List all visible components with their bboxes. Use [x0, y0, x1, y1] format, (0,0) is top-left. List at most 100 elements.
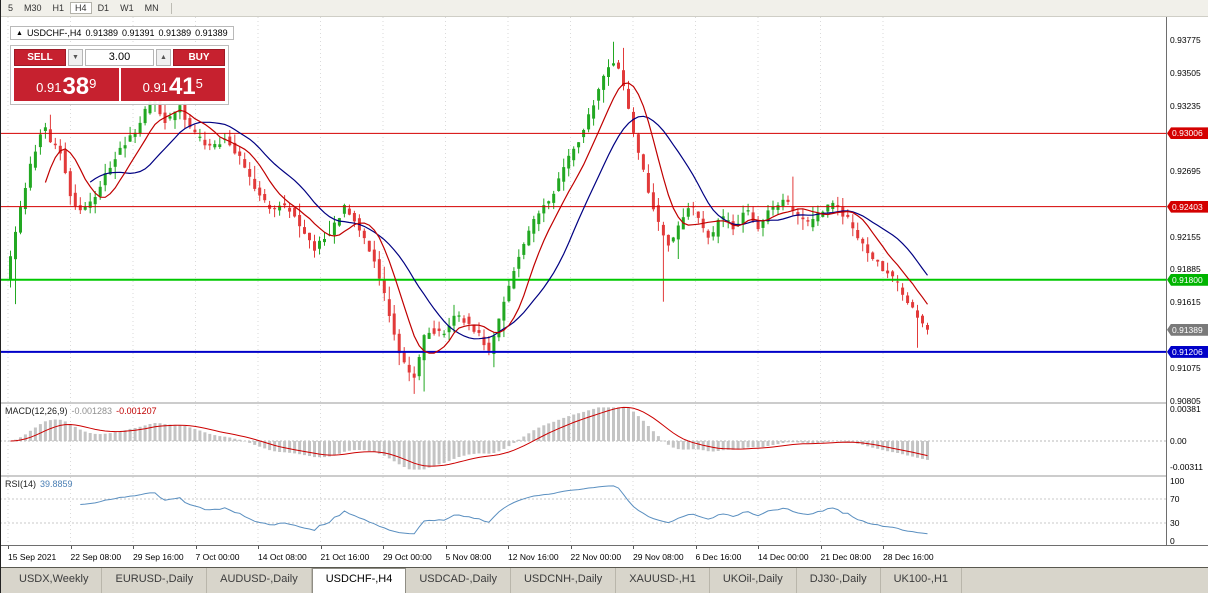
- window-left-border: [0, 0, 1, 593]
- one-click-trading-panel: SELL ▼ 3.00 ▲ BUY 0.91 38 9 0.91 41 5: [10, 45, 229, 105]
- chart-title: ▲ USDCHF-,H4 0.91389 0.91391 0.91389 0.9…: [10, 26, 234, 40]
- time-label: 7 Oct 00:00: [195, 552, 240, 562]
- ohlc-low: 0.91389: [158, 28, 192, 38]
- time-label: 14 Dec 00:00: [758, 552, 809, 562]
- timeframe-button-mn[interactable]: MN: [144, 3, 159, 13]
- ma-fast-line: [44, 82, 928, 354]
- time-label: 14 Oct 08:00: [258, 552, 307, 562]
- timeframe-button-5[interactable]: 5: [8, 3, 14, 13]
- timeframe-button-d1[interactable]: D1: [97, 3, 110, 13]
- time-tick: [133, 546, 134, 549]
- resistance-level-badge-2: 0.92403: [1167, 200, 1208, 213]
- price-axis-label: 0.93775: [1170, 35, 1201, 45]
- chart-tab-xauusd-h1[interactable]: XAUUSD-,H1: [616, 568, 710, 593]
- macd-histogram: [9, 407, 929, 470]
- rsi-axis-label: 100: [1170, 476, 1185, 486]
- time-tick: [508, 546, 509, 549]
- support-level-badge: 0.91800: [1167, 273, 1208, 286]
- price-axis-label: 0.91615: [1170, 297, 1201, 308]
- time-tick: [633, 546, 634, 549]
- time-tick: [445, 546, 447, 549]
- price-axis-label: 0.91075: [1170, 362, 1201, 373]
- time-label: 29 Sep 16:00: [133, 552, 184, 562]
- chart-tab-ukoil-daily[interactable]: UKOil-,Daily: [710, 568, 797, 593]
- time-tick: [820, 546, 822, 549]
- timeframe-button-m30[interactable]: M30: [24, 3, 42, 13]
- ma-slow-line: [89, 115, 928, 340]
- time-label: 6 Dec 16:00: [695, 552, 742, 562]
- volume-input[interactable]: 3.00: [85, 49, 154, 66]
- ohlc-close: 0.91389: [195, 28, 228, 38]
- buy-price-prefix: 0.91: [142, 80, 168, 95]
- ohlc-open: 0.91389: [85, 28, 118, 38]
- time-label: 22 Sep 08:00: [70, 552, 122, 562]
- time-label: 21 Oct 16:00: [320, 552, 370, 562]
- sell-price-fraction: 9: [89, 76, 97, 91]
- rsi-axis-label: 30: [1170, 518, 1180, 528]
- current-price-badge: 0.91389: [1167, 323, 1208, 336]
- price-axis-label: 0.91885: [1170, 264, 1201, 275]
- time-tick: [883, 546, 884, 549]
- timeframe-button-h1[interactable]: H1: [52, 3, 65, 13]
- time-tick: [320, 546, 322, 549]
- time-axis: 15 Sep 2021 22 Sep 08:00 29 Sep 16:00 7 Oct…: [0, 545, 1208, 567]
- sell-price-prefix: 0.91: [36, 80, 62, 95]
- buy-price-button[interactable]: 0.91 41 5: [120, 68, 225, 101]
- price-axis: 0.93775 0.93505 0.93235 0.92695 0.92155 0.918…: [1166, 17, 1208, 546]
- chart-tab-usdx-weekly[interactable]: USDX,Weekly: [6, 568, 103, 593]
- buy-button[interactable]: BUY: [173, 49, 225, 66]
- buy-price-fraction: 5: [195, 76, 203, 91]
- time-label: 28 Dec 16:00: [883, 552, 934, 562]
- macd-signal-line: [10, 406, 928, 467]
- resistance-level-badge-1: 0.93006: [1167, 127, 1208, 140]
- time-tick: [258, 546, 259, 549]
- time-label: 21 Dec 08:00: [820, 552, 872, 562]
- time-label: 22 Nov 00:00: [570, 552, 622, 562]
- volume-decrease-icon[interactable]: ▼: [68, 49, 83, 66]
- chart-tab-usdcnh-daily[interactable]: USDCNH-,Daily: [511, 568, 617, 593]
- buy-price-pips: 41: [168, 73, 196, 100]
- chart-symbol-label: USDCHF-,H4: [26, 28, 82, 38]
- macd-axis-label: 0.00381: [1170, 403, 1201, 414]
- trade-panel-top-row: SELL ▼ 3.00 ▲ BUY: [14, 49, 225, 66]
- macd-axis-label: 0.00: [1170, 436, 1187, 446]
- volume-increase-icon[interactable]: ▲: [156, 49, 171, 66]
- time-tick: [8, 546, 9, 549]
- price-axis-label: 0.93235: [1170, 100, 1201, 111]
- sell-price-button[interactable]: 0.91 38 9: [14, 68, 119, 101]
- time-label: 29 Nov 08:00: [633, 552, 684, 562]
- timeframe-button-w1[interactable]: W1: [120, 3, 134, 13]
- chart-tab-dj30-daily[interactable]: DJ30-,Daily: [797, 568, 881, 593]
- chart-tab-usdchf-h4[interactable]: USDCHF-,H4: [311, 568, 407, 593]
- price-axis-label: 0.93505: [1170, 67, 1201, 78]
- collapse-trade-panel-icon[interactable]: ▲: [16, 29, 23, 37]
- chart-tab-eurusd-daily[interactable]: EURUSD-,Daily: [102, 568, 208, 593]
- macd-axis-label: -0.00311: [1170, 462, 1203, 473]
- macd-panel-label: MACD(12,26,9) -0.001283 -0.001207: [5, 406, 157, 416]
- timeframe-toolbar: 5 M30 H1 H4 D1 W1 MN: [0, 0, 1208, 17]
- price-axis-label: 0.90805: [1170, 395, 1201, 406]
- time-tick: [70, 546, 72, 549]
- time-label: 29 Oct 00:00: [383, 552, 432, 562]
- ohlc-high: 0.91391: [122, 28, 155, 38]
- chart-tab-bar: USDX,Weekly EURUSD-,Daily AUDUSD-,Daily USD…: [0, 567, 1208, 593]
- candlestick-chart[interactable]: [0, 17, 1166, 545]
- time-label: 12 Nov 16:00: [508, 552, 559, 562]
- candles: [9, 41, 929, 394]
- sell-button[interactable]: SELL: [14, 49, 66, 66]
- time-tick: [383, 546, 384, 549]
- chart-tab-uk100-h1[interactable]: UK100-,H1: [881, 568, 963, 593]
- time-tick: [195, 546, 197, 549]
- sell-price-pips: 38: [62, 73, 90, 100]
- blue-level-badge: 0.91206: [1167, 345, 1208, 358]
- chart-tab-audusd-daily[interactable]: AUDUSD-,Daily: [207, 568, 312, 593]
- timeframe-button-h4[interactable]: H4: [70, 2, 92, 14]
- rsi-axis-label: 70: [1170, 494, 1180, 504]
- rsi-line: [80, 485, 928, 535]
- price-axis-label: 0.92695: [1170, 166, 1201, 177]
- price-axis-label: 0.92155: [1170, 231, 1201, 242]
- time-tick: [758, 546, 759, 549]
- toolbar-separator: [170, 2, 172, 14]
- chart-tab-usdcad-daily[interactable]: USDCAD-,Daily: [406, 568, 511, 593]
- time-label: 15 Sep 2021: [8, 552, 57, 562]
